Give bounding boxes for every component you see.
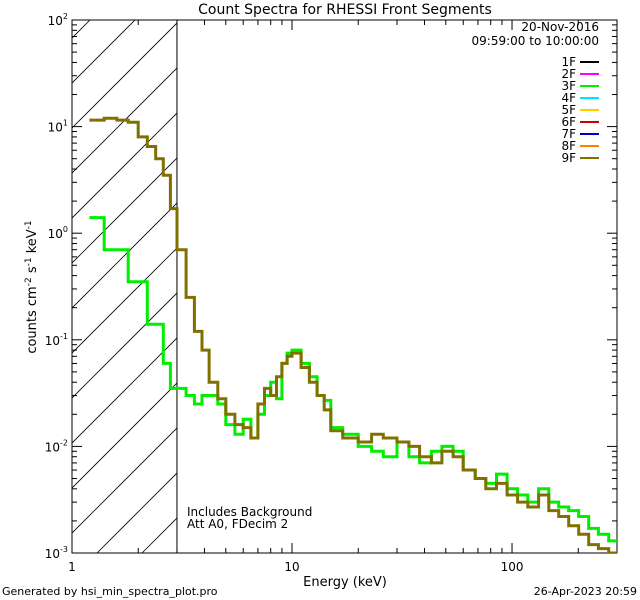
x-axis-label: Energy (keV) bbox=[303, 575, 387, 590]
y-tick-label-exp: -3 bbox=[60, 545, 68, 554]
hatch-line bbox=[72, 337, 177, 444]
y-tick-label: 100 bbox=[48, 225, 68, 241]
chart-title: Count Spectra for RHESSI Front Segments bbox=[198, 2, 492, 18]
y-tick-label-base: 10 bbox=[45, 547, 60, 561]
y-tick-label: 102 bbox=[48, 12, 68, 28]
legend-label-8f: 8F bbox=[561, 139, 576, 153]
y-axis-label-sup3: -1 bbox=[24, 220, 34, 229]
footer-timestamp: 26-Apr-2023 20:59 bbox=[534, 585, 637, 598]
axis-ticks bbox=[71, 19, 618, 554]
y-tick-label-exp: 1 bbox=[63, 119, 68, 128]
series-line-3f bbox=[89, 216, 617, 543]
legend-label-7f: 7F bbox=[561, 127, 576, 141]
hatch-line bbox=[72, 292, 177, 399]
y-tick-label-exp: 0 bbox=[63, 225, 68, 234]
y-tick-label: 10-3 bbox=[45, 545, 68, 561]
y-tick-label: 10-2 bbox=[45, 438, 68, 454]
legend-label-1f: 1F bbox=[561, 55, 576, 69]
series-line-9f bbox=[89, 116, 617, 553]
legend-label-5f: 5F bbox=[561, 103, 576, 117]
hatch-line bbox=[72, 20, 91, 39]
annotation-attenuator: Att A0, FDecim 2 bbox=[187, 517, 288, 531]
y-axis-label-base2: s bbox=[25, 266, 40, 277]
hatch-line bbox=[72, 20, 136, 84]
y-tick-label-exp: -1 bbox=[60, 332, 68, 341]
hatch-line bbox=[72, 22, 177, 129]
y-tick-label-base: 10 bbox=[45, 334, 60, 348]
excluded-region-hatch bbox=[72, 20, 177, 553]
plot-frame bbox=[71, 19, 618, 554]
x-tick-label: 100 bbox=[501, 560, 524, 574]
y-tick-label: 10-1 bbox=[45, 332, 68, 348]
chart-time-range: 09:59:00 to 10:00:00 bbox=[472, 34, 599, 48]
hatch-line bbox=[72, 202, 177, 309]
hatch-line bbox=[72, 112, 177, 219]
hatch-line bbox=[72, 67, 177, 174]
series-lines bbox=[89, 116, 617, 553]
y-tick-label-exp: -2 bbox=[60, 438, 68, 447]
y-axis-label-base1: counts cm bbox=[25, 286, 40, 353]
hatch-line bbox=[72, 382, 177, 489]
y-tick-label-base: 10 bbox=[48, 14, 63, 28]
y-axis-label-sup1: -2 bbox=[24, 277, 34, 286]
legend-label-9f: 9F bbox=[561, 151, 576, 165]
x-tick-label: 1 bbox=[68, 560, 76, 574]
x-tick-labels: 1 10 100 bbox=[68, 560, 523, 574]
hatch-line bbox=[72, 247, 177, 354]
legend-label-3f: 3F bbox=[561, 79, 576, 93]
y-tick-label-base: 10 bbox=[45, 440, 60, 454]
y-tick-label-exp: 2 bbox=[63, 12, 68, 21]
y-tick-label: 101 bbox=[48, 119, 68, 135]
hatch-line bbox=[72, 157, 177, 264]
y-axis-label-base3: keV bbox=[25, 229, 40, 257]
annotation-background: Includes Background bbox=[187, 505, 312, 519]
y-tick-label-base: 10 bbox=[48, 121, 63, 135]
hatch-line bbox=[72, 427, 177, 534]
y-axis-label-sup2: -1 bbox=[24, 257, 34, 266]
x-tick-label: 10 bbox=[284, 560, 299, 574]
y-axis-label: counts cm-2 s-1 keV-1 bbox=[24, 220, 40, 353]
footer-generated-by: Generated by hsi_min_spectra_plot.pro bbox=[2, 585, 218, 598]
legend-label-2f: 2F bbox=[561, 67, 576, 81]
legend-label-6f: 6F bbox=[561, 115, 576, 129]
chart-date: 20-Nov-2016 bbox=[521, 20, 599, 34]
legend-label-4f: 4F bbox=[561, 91, 576, 105]
y-tick-label-base: 10 bbox=[48, 227, 63, 241]
